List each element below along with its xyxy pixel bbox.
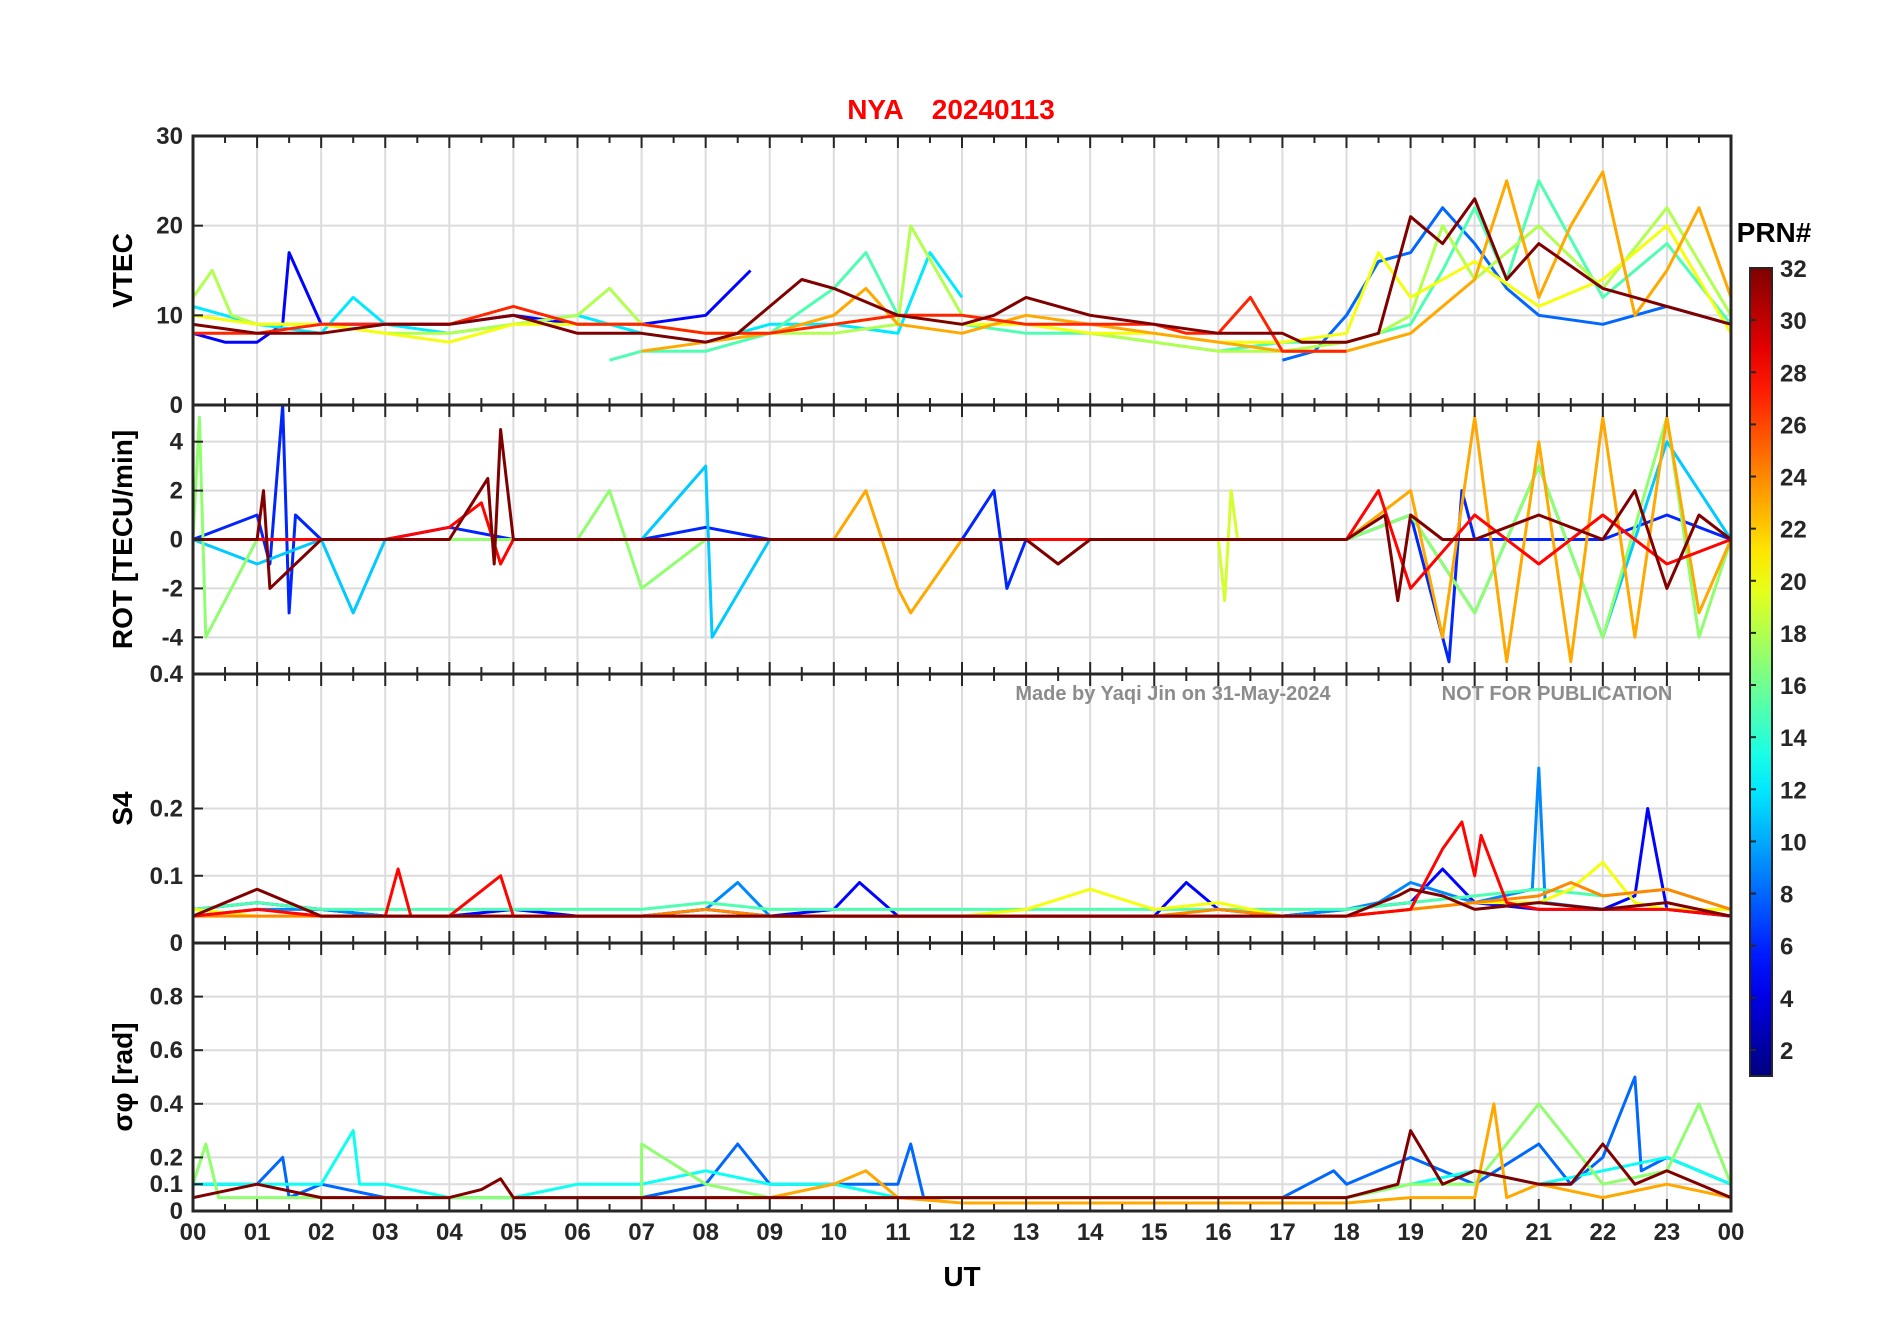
- series-prn-23: [832, 415, 1731, 664]
- y-tick-label: -4: [162, 624, 184, 651]
- series-prn-32: [193, 197, 1731, 344]
- colorbar-tick-label: 26: [1780, 412, 1807, 439]
- colorbar-tick-label: 28: [1780, 360, 1807, 387]
- x-tick-label: 23: [1654, 1219, 1681, 1246]
- x-tick-label: 22: [1589, 1219, 1616, 1246]
- y-tick-label: 0: [170, 392, 183, 419]
- colorbar-tick-label: 12: [1780, 777, 1807, 804]
- sigma-phi-y-label: σφ [rad]: [107, 1022, 138, 1131]
- x-tick-label: 02: [308, 1219, 335, 1246]
- x-tick-label: 10: [820, 1219, 847, 1246]
- x-tick-label: 01: [244, 1219, 271, 1246]
- series-prn-23: [641, 170, 1731, 353]
- x-tick-label: 21: [1525, 1219, 1552, 1246]
- x-tick-labels: 00 01 02 03 04 05 06 07 08 09 10 11 12 13 14 15 16 17 18 19…: [180, 1219, 1745, 1246]
- colorbar-tick-label: 10: [1780, 829, 1807, 856]
- y-tick-label: 0.8: [150, 984, 183, 1011]
- colorbar-tick-label: 18: [1780, 621, 1807, 648]
- watermark-notice: NOT FOR PUBLICATION: [1442, 683, 1673, 705]
- s4-panel: 0.1 0.2 0.4 0 S4: [107, 661, 1733, 957]
- series-prn-19: [1216, 489, 1240, 603]
- series-prn-32: [193, 428, 1731, 603]
- colorbar-tick-label: 24: [1780, 465, 1807, 492]
- y-tick-label: 0.2: [150, 1144, 183, 1171]
- y-tick-label: 0: [170, 930, 183, 957]
- x-tick-label: 13: [1013, 1219, 1040, 1246]
- colorbar-tick-label: 32: [1780, 256, 1807, 283]
- x-tick-label: 19: [1397, 1219, 1424, 1246]
- watermark-credit: Made by Yaqi Jin on 31-May-2024: [1015, 683, 1331, 705]
- x-tick-label: 12: [949, 1219, 976, 1246]
- x-tick-label: 16: [1205, 1219, 1232, 1246]
- rot-panel: 4 2 0 -2 -4 0 ROT [TECU/min]: [107, 392, 1733, 676]
- s4-y-label: S4: [107, 791, 138, 826]
- s4-series-group: [193, 766, 1731, 918]
- x-tick-label: 14: [1077, 1219, 1104, 1246]
- y-tick-label: 0: [170, 527, 183, 554]
- chart-title: NYA 20240113: [847, 94, 1055, 125]
- x-tick-label: 06: [564, 1219, 591, 1246]
- colorbar-tick-label: 4: [1780, 986, 1794, 1013]
- colorbar-tick-label: 2: [1780, 1038, 1793, 1065]
- colorbar-title: PRN#: [1737, 217, 1812, 248]
- x-tick-label: 18: [1333, 1219, 1360, 1246]
- x-tick-label: 15: [1141, 1219, 1168, 1246]
- title-station: NYA: [847, 94, 904, 125]
- y-tick-label: 4: [170, 429, 184, 456]
- sigma-phi-panel: 00.10.2 0.4 0.6 0.8 σφ [rad]: [107, 941, 1733, 1225]
- colorbar-tick-label: 6: [1780, 934, 1793, 961]
- series-prn-23: [705, 1102, 1731, 1205]
- y-tick-label: 0.4: [150, 1091, 184, 1118]
- x-tick-label: 05: [500, 1219, 527, 1246]
- x-tick-label: 11: [885, 1219, 910, 1246]
- y-tick-label: 0: [170, 1198, 183, 1225]
- rot-y-label: ROT [TECU/min]: [107, 430, 138, 649]
- x-axis-label: UT: [943, 1261, 980, 1292]
- vtec-panel: 10 20 30 VTEC: [107, 123, 1733, 407]
- y-tick-label: 0.1: [150, 1171, 183, 1198]
- vtec-y-label: VTEC: [107, 233, 138, 308]
- x-tick-label: 04: [436, 1219, 463, 1246]
- x-tick-label: 03: [372, 1219, 399, 1246]
- colorbar-tick-label: 20: [1780, 569, 1807, 596]
- y-tick-label: -2: [162, 575, 183, 602]
- x-tick-label: 17: [1269, 1219, 1296, 1246]
- x-tick-label: 08: [692, 1219, 719, 1246]
- x-tick-label: 09: [756, 1219, 783, 1246]
- title-date: 20240113: [932, 94, 1055, 125]
- y-tick-label: 30: [156, 123, 183, 150]
- y-tick-label: 0.6: [150, 1037, 183, 1064]
- rot-series-group: [193, 405, 1731, 664]
- y-tick-label: 2: [170, 478, 183, 505]
- x-tick-label: 00: [1718, 1219, 1745, 1246]
- y-tick-label: 0.1: [150, 863, 183, 890]
- colorbar-tick-label: 30: [1780, 308, 1807, 335]
- series-prn-32: [193, 1129, 1731, 1200]
- y-tick-label: 20: [156, 213, 183, 240]
- x-tick-label: 07: [628, 1219, 655, 1246]
- sigma-phi-series-group: [193, 1075, 1731, 1205]
- vtec-series-group: [193, 170, 1731, 362]
- colorbar-tick-label: 22: [1780, 517, 1807, 544]
- colorbar-tick-label: 16: [1780, 673, 1807, 700]
- x-tick-label: 20: [1461, 1219, 1488, 1246]
- series-prn-32: [193, 887, 1731, 918]
- series-prn-15: [193, 887, 1731, 911]
- y-tick-label: 0.4: [150, 661, 184, 688]
- colorbar-scale: [1749, 267, 1773, 1077]
- y-tick-label: 10: [156, 302, 183, 329]
- colorbar-tick-label: 8: [1780, 882, 1793, 909]
- colorbar-tick-label: 14: [1780, 725, 1807, 752]
- series-prn-8: [1281, 206, 1731, 362]
- y-tick-label: 0.2: [150, 796, 183, 823]
- x-tick-label: 00: [180, 1219, 207, 1246]
